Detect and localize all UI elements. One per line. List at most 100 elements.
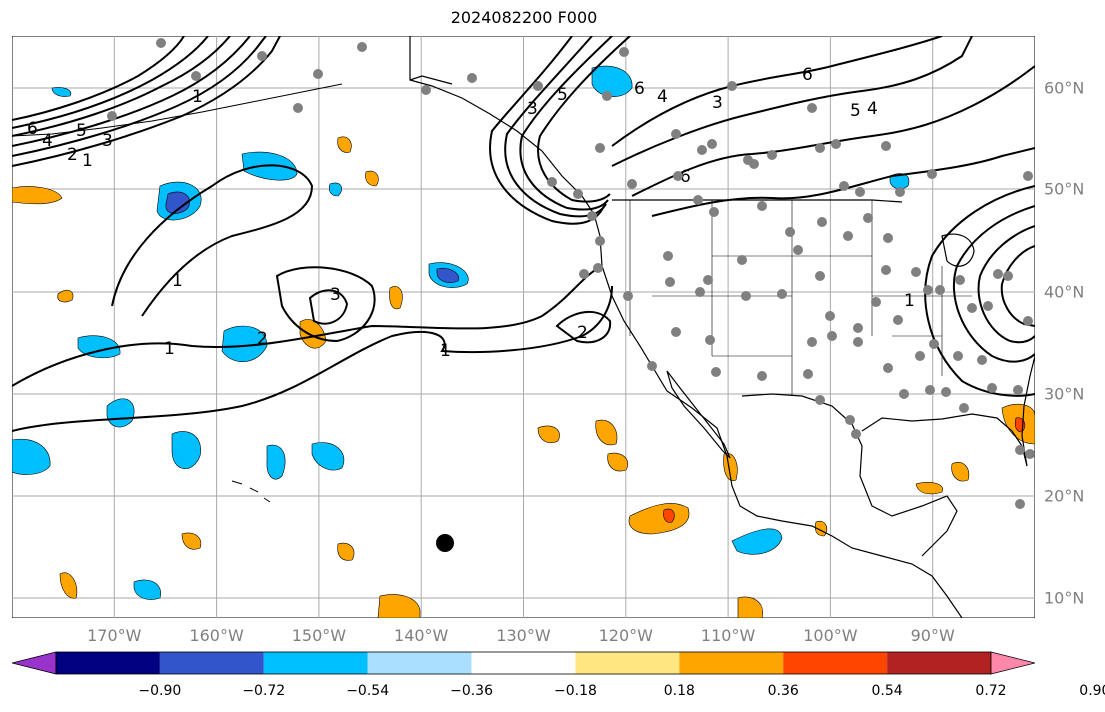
station-marker <box>839 181 849 191</box>
ridge-contour-4 <box>651 147 1035 217</box>
station-marker <box>817 217 827 227</box>
colorbar-tick-label: −0.54 <box>346 683 390 699</box>
dark-blue-anomaly <box>436 268 460 283</box>
contour-line-3 <box>12 36 231 137</box>
colorbar-segment <box>783 652 888 674</box>
station-marker <box>757 371 767 381</box>
station-marker <box>925 385 935 395</box>
station-marker <box>815 395 825 405</box>
contour-line-2 <box>555 310 612 344</box>
station-marker <box>883 363 893 373</box>
station-marker <box>627 179 637 189</box>
blue-anomaly <box>889 173 910 190</box>
contour-label: 1 <box>440 341 451 361</box>
blue-anomaly <box>51 87 72 97</box>
longitude-label: 140°W <box>394 626 449 645</box>
baja-california-coast <box>666 370 731 459</box>
colorbar-segment <box>679 652 784 674</box>
blue-anomaly <box>77 335 121 359</box>
latitude-label: 50°N <box>1044 179 1085 199</box>
station-marker <box>663 251 673 261</box>
station-marker <box>107 111 117 121</box>
blue-anomaly <box>311 442 345 471</box>
blue-anomaly <box>328 182 342 197</box>
contour-line-3 <box>308 289 349 325</box>
latitude-label: 30°N <box>1044 384 1085 404</box>
contour-lines <box>12 36 1035 432</box>
station-marker <box>593 263 603 273</box>
us-gulf-coast <box>861 413 1028 467</box>
orange-anomaly <box>723 453 738 482</box>
station-marker <box>923 285 933 295</box>
colorbar-tick-label: 0.36 <box>767 683 799 699</box>
contour-line-1 <box>12 265 603 387</box>
station-marker <box>709 207 719 217</box>
contour-label: 1 <box>192 87 203 107</box>
colorbar-segment <box>367 652 472 674</box>
station-marker <box>1015 445 1025 455</box>
ridge-contour-1 <box>611 36 943 147</box>
station-marker <box>777 289 787 299</box>
station-marker <box>579 269 589 279</box>
east-coast <box>1021 355 1035 467</box>
orange-anomaly <box>915 482 943 495</box>
aleutian-islands <box>12 83 343 137</box>
contour-label: 1 <box>82 151 93 171</box>
orange-anomaly <box>12 186 63 205</box>
contour-label: 1 <box>172 271 183 291</box>
contour-line-1 <box>111 164 314 317</box>
station-marker <box>1023 316 1033 326</box>
contour-line-1 <box>12 36 185 121</box>
colorbar-tick-label: 0.72 <box>975 683 1007 699</box>
north-america-coast <box>409 36 963 618</box>
station-marker <box>793 245 803 255</box>
contour-label: 3 <box>527 99 538 119</box>
orange-anomaly <box>337 542 355 561</box>
station-marker <box>623 291 633 301</box>
contour-line-5 <box>12 36 267 157</box>
station-marker <box>899 389 909 399</box>
us-canada-border <box>612 199 903 203</box>
station-marker <box>803 369 813 379</box>
contour-line-2 <box>12 36 209 129</box>
blue-anomaly <box>266 444 286 480</box>
ridge-contour-3 <box>631 65 1035 197</box>
station-marker <box>1015 499 1025 509</box>
dark-blue-anomaly <box>165 191 190 214</box>
station-marker <box>983 301 993 311</box>
station-marker <box>863 213 873 223</box>
jet-trough-2 <box>504 36 607 218</box>
contour-label: 6 <box>634 79 645 99</box>
longitude-label: 130°W <box>496 626 551 645</box>
contour-label: 2 <box>577 323 588 343</box>
colorbar <box>12 651 1035 675</box>
station-marker <box>987 383 997 393</box>
contour-label: 4 <box>657 87 668 107</box>
contour-line-4 <box>12 36 251 147</box>
station-marker <box>831 139 841 149</box>
contour-label: 6 <box>27 119 38 139</box>
longitude-label: 90°W <box>910 626 955 645</box>
gulf-of-mexico-coast <box>741 393 958 557</box>
station-marker <box>953 351 963 361</box>
station-marker <box>807 103 817 113</box>
contour-label: 6 <box>680 167 691 187</box>
blue-anomaly <box>106 398 135 428</box>
colorbar-segment <box>56 652 160 674</box>
contour-line-2 <box>275 266 376 343</box>
contour-label: 5 <box>850 101 861 121</box>
station-marker <box>895 187 905 197</box>
station-marker <box>881 265 891 275</box>
orange-anomaly <box>59 572 78 599</box>
orange-anomaly <box>607 452 628 472</box>
station-marker <box>705 335 715 345</box>
longitude-label: 110°W <box>700 626 756 645</box>
contour-label: 5 <box>76 121 87 141</box>
station-marker <box>853 323 863 333</box>
station-marker <box>673 171 683 181</box>
contour-label: 4 <box>867 99 878 119</box>
colorbar-tick-label: −0.36 <box>450 683 493 699</box>
alaska-border <box>409 75 453 85</box>
map-gridlines <box>12 36 1035 618</box>
orange-anomaly <box>628 503 690 535</box>
